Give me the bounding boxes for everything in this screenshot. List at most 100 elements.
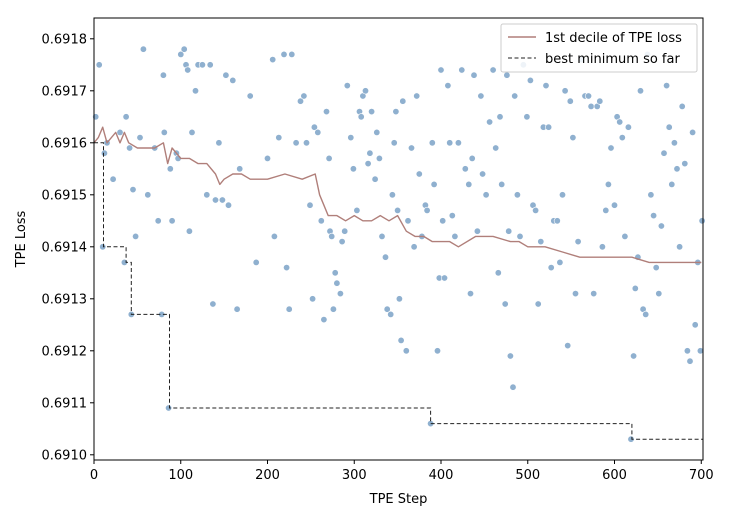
scatter-point: [309, 295, 317, 303]
scatter-point: [410, 243, 418, 251]
scatter-point: [596, 97, 604, 105]
scatter-point: [139, 45, 147, 53]
scatter-point: [184, 66, 192, 74]
scatter-point: [383, 305, 391, 313]
scatter-point: [526, 76, 534, 84]
x-tick-label: 700: [689, 468, 714, 483]
scatter-point: [122, 113, 130, 121]
scatter-point: [100, 149, 108, 157]
scatter-point: [185, 227, 193, 235]
scatter-point: [470, 71, 478, 79]
scatter-point: [302, 139, 310, 147]
scatter-point: [587, 102, 595, 110]
scatter-point: [177, 50, 185, 58]
scatter-point: [537, 238, 545, 246]
scatter-point: [428, 139, 436, 147]
scatter-point: [564, 342, 572, 350]
scatter-point: [413, 92, 421, 100]
scatter-point: [328, 232, 336, 240]
scatter-point: [454, 139, 462, 147]
scatter-point: [317, 217, 325, 225]
scatter-point: [373, 128, 381, 136]
scatter-point: [473, 227, 481, 235]
scatter-point: [631, 284, 639, 292]
scatter-point: [387, 310, 395, 318]
scatter-point: [329, 305, 337, 313]
scatter-point: [109, 175, 117, 183]
scatter-point: [283, 264, 291, 272]
scatter-point: [663, 82, 671, 90]
scatter-point: [561, 87, 569, 95]
scatter-point: [212, 196, 220, 204]
scatter-point: [233, 305, 241, 313]
scatter-point: [132, 232, 140, 240]
y-tick-label: 0.6918: [42, 32, 88, 47]
scatter-point: [236, 165, 244, 173]
scatter-point: [390, 139, 398, 147]
y-tick-label: 0.6913: [42, 292, 88, 307]
scatter-point: [607, 144, 615, 152]
scatter-point: [503, 71, 511, 79]
scatter-point: [444, 82, 452, 90]
x-tick-label: 600: [602, 468, 627, 483]
scatter-point: [482, 191, 490, 199]
scatter-point: [545, 123, 553, 131]
scatter-point: [263, 154, 271, 162]
scatter-point: [678, 102, 686, 110]
scatter-point: [275, 134, 283, 142]
x-tick-label: 100: [168, 468, 193, 483]
scatter-point: [584, 92, 592, 100]
scatter-point: [198, 61, 206, 69]
scatter-point: [285, 305, 293, 313]
scatter-point: [357, 113, 365, 121]
scatter-point: [461, 165, 469, 173]
scatter-point: [397, 336, 405, 344]
y-tick-label: 0.6917: [42, 84, 88, 99]
scatter-point: [136, 134, 144, 142]
y-axis-label: TPE Loss: [14, 210, 29, 268]
scatter-point: [621, 232, 629, 240]
y-tick-label: 0.6911: [42, 396, 88, 411]
legend-label-best-minimum: best minimum so far: [545, 52, 680, 67]
scatter-point: [229, 76, 237, 84]
scatter-point: [292, 139, 300, 147]
scatter-point: [660, 149, 668, 157]
scatter-point: [446, 139, 454, 147]
legend: 1st decile of TPE loss best minimum so f…: [500, 23, 698, 73]
scatter-point: [341, 227, 349, 235]
y-tick-label: 0.6910: [42, 448, 88, 463]
scatter-point: [361, 87, 369, 95]
scatter-point: [430, 180, 438, 188]
scatter-point: [338, 238, 346, 246]
scatter-point: [532, 206, 540, 214]
scatter-point: [630, 352, 638, 360]
scatter-point: [144, 191, 152, 199]
scatter-point: [681, 160, 689, 168]
scatter-point: [180, 45, 188, 53]
scatter-point: [160, 128, 168, 136]
scatter-point: [698, 217, 706, 225]
scatter-point: [458, 66, 466, 74]
scatter-point: [433, 347, 441, 355]
scatter-point: [270, 232, 278, 240]
x-tick-label: 300: [342, 468, 367, 483]
scatter-point: [375, 154, 383, 162]
scatter-point: [486, 118, 494, 126]
scatter-point: [165, 404, 173, 412]
scatter-point: [246, 92, 254, 100]
scatter-point: [492, 144, 500, 152]
scatter-point: [506, 352, 514, 360]
x-axis: 0 100 200 300 400 500 600 700: [90, 460, 714, 483]
legend-label-decile: 1st decile of TPE loss: [545, 31, 682, 46]
y-tick-label: 0.6912: [42, 344, 88, 359]
scatter-point: [523, 113, 531, 121]
scatter-point: [598, 243, 606, 251]
scatter-point: [203, 191, 211, 199]
scatter-point: [325, 154, 333, 162]
scatter-point: [322, 108, 330, 116]
scatter-point: [402, 347, 410, 355]
scatter-point: [116, 128, 124, 136]
x-tick-label: 0: [90, 468, 98, 483]
scatter-point: [636, 87, 644, 95]
